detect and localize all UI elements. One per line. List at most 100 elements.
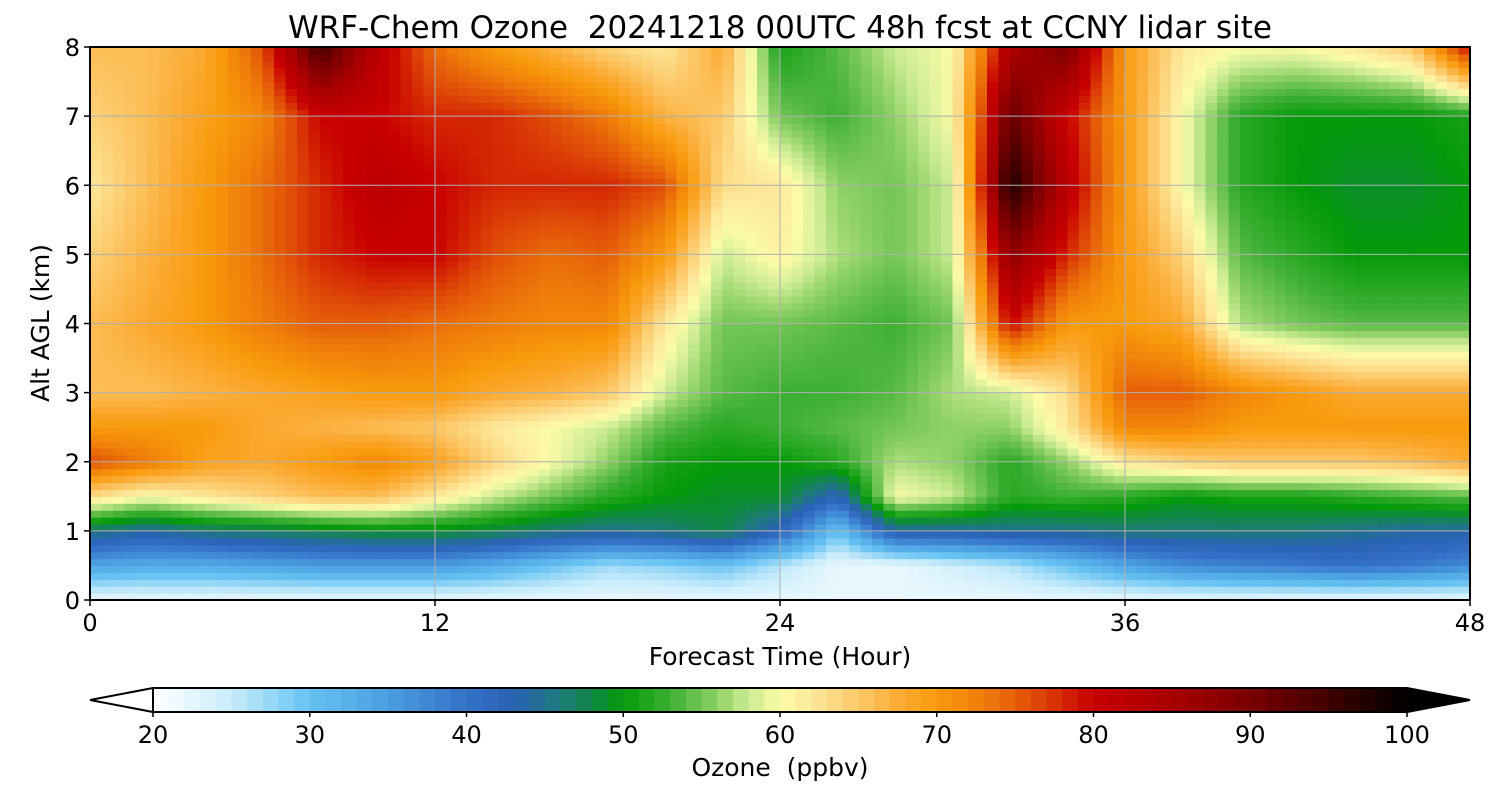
heatmap-cell bbox=[412, 593, 425, 600]
heatmap-cell bbox=[274, 523, 287, 532]
heatmap-cell bbox=[285, 399, 298, 408]
heatmap-cell bbox=[1217, 316, 1230, 325]
heatmap-cell bbox=[389, 447, 402, 456]
heatmap-cell bbox=[1274, 586, 1287, 594]
heatmap-cell bbox=[987, 558, 1000, 567]
heatmap-cell bbox=[1412, 316, 1425, 325]
heatmap-cell bbox=[504, 510, 517, 518]
heatmap-cell bbox=[1412, 565, 1425, 573]
heatmap-cell bbox=[1044, 586, 1057, 594]
heatmap-cell bbox=[343, 517, 356, 525]
heatmap-cell bbox=[1447, 316, 1460, 325]
heatmap-cell bbox=[101, 351, 114, 359]
heatmap-cell bbox=[1171, 406, 1184, 414]
heatmap-cell bbox=[182, 558, 195, 567]
heatmap-cell bbox=[458, 510, 471, 518]
heatmap-cell bbox=[1332, 447, 1345, 456]
heatmap-cell bbox=[1458, 392, 1470, 401]
heatmap-cell bbox=[492, 503, 505, 511]
heatmap-cell bbox=[757, 593, 770, 600]
heatmap-cell bbox=[826, 399, 839, 408]
heatmap-cell bbox=[1217, 537, 1230, 546]
heatmap-cell bbox=[803, 523, 816, 532]
heatmap-cell bbox=[975, 427, 988, 435]
heatmap-cell bbox=[1286, 517, 1299, 525]
heatmap-cell bbox=[1079, 551, 1092, 560]
heatmap-cell bbox=[1171, 461, 1184, 470]
heatmap-cell bbox=[412, 565, 425, 573]
heatmap-cell bbox=[791, 475, 804, 484]
heatmap-cell bbox=[1079, 344, 1092, 352]
heatmap-cell bbox=[653, 503, 666, 511]
heatmap-cell bbox=[1240, 579, 1253, 587]
heatmap-cell bbox=[941, 454, 954, 463]
heatmap-cell bbox=[377, 551, 390, 560]
heatmap-cell bbox=[975, 530, 988, 539]
heatmap-cell bbox=[1286, 489, 1299, 497]
heatmap-cell bbox=[1378, 399, 1391, 408]
heatmap-cell bbox=[1458, 482, 1470, 490]
heatmap-cell bbox=[975, 344, 988, 352]
heatmap-cell bbox=[239, 378, 252, 387]
heatmap-cell bbox=[458, 344, 471, 352]
heatmap-cell bbox=[504, 461, 517, 470]
heatmap-cell bbox=[101, 558, 114, 567]
heatmap-cell bbox=[895, 579, 908, 587]
heatmap-cell bbox=[101, 399, 114, 408]
heatmap-cell bbox=[998, 572, 1011, 580]
heatmap-cell bbox=[90, 593, 103, 600]
heatmap-cell bbox=[1182, 572, 1195, 580]
heatmap-cell bbox=[308, 385, 321, 394]
heatmap-cell bbox=[1010, 330, 1023, 338]
heatmap-cell bbox=[1044, 323, 1057, 332]
heatmap-cell bbox=[159, 544, 172, 553]
heatmap-cell bbox=[1355, 461, 1368, 470]
heatmap-cell bbox=[504, 482, 517, 490]
heatmap-cell bbox=[435, 517, 448, 525]
heatmap-cell bbox=[630, 593, 643, 600]
heatmap-cell bbox=[239, 344, 252, 352]
heatmap-cell bbox=[1044, 316, 1057, 325]
heatmap-cell bbox=[423, 385, 436, 394]
heatmap-cell bbox=[538, 461, 551, 470]
heatmap-cell bbox=[872, 461, 885, 470]
heatmap-cell bbox=[90, 337, 103, 345]
heatmap-cell bbox=[343, 572, 356, 580]
heatmap-cell bbox=[1194, 337, 1207, 345]
heatmap-cell bbox=[814, 454, 827, 463]
heatmap-cell bbox=[147, 392, 160, 401]
heatmap-cell bbox=[1389, 330, 1402, 338]
heatmap-cell bbox=[791, 482, 804, 490]
heatmap-cell bbox=[251, 441, 264, 449]
heatmap-cell bbox=[573, 344, 586, 352]
heatmap-cell bbox=[550, 316, 563, 325]
heatmap-cell bbox=[113, 503, 126, 511]
heatmap-cell bbox=[469, 454, 482, 463]
heatmap-cell bbox=[1251, 358, 1264, 366]
heatmap-cell bbox=[596, 461, 609, 470]
heatmap-cell bbox=[1297, 358, 1310, 366]
heatmap-cell bbox=[768, 378, 781, 387]
heatmap-cell bbox=[596, 434, 609, 442]
heatmap-cell bbox=[573, 420, 586, 428]
heatmap-cell bbox=[630, 551, 643, 560]
heatmap-cell bbox=[1125, 351, 1138, 359]
heatmap-cell bbox=[205, 330, 218, 338]
heatmap-cell bbox=[90, 579, 103, 587]
heatmap-cell bbox=[239, 461, 252, 470]
heatmap-cell bbox=[469, 385, 482, 394]
heatmap-cell bbox=[1079, 385, 1092, 394]
heatmap-cell bbox=[1136, 427, 1149, 435]
heatmap-cell bbox=[366, 551, 379, 560]
heatmap-cell bbox=[780, 420, 793, 428]
heatmap-cell bbox=[1424, 454, 1437, 463]
heatmap-cell bbox=[1297, 510, 1310, 518]
heatmap-cell bbox=[561, 420, 574, 428]
heatmap-cell bbox=[423, 468, 436, 477]
heatmap-cell bbox=[1125, 586, 1138, 594]
heatmap-cell bbox=[987, 475, 1000, 484]
heatmap-cell bbox=[1136, 468, 1149, 477]
heatmap-cell bbox=[423, 392, 436, 401]
heatmap-cell bbox=[147, 579, 160, 587]
heatmap-cell bbox=[573, 399, 586, 408]
